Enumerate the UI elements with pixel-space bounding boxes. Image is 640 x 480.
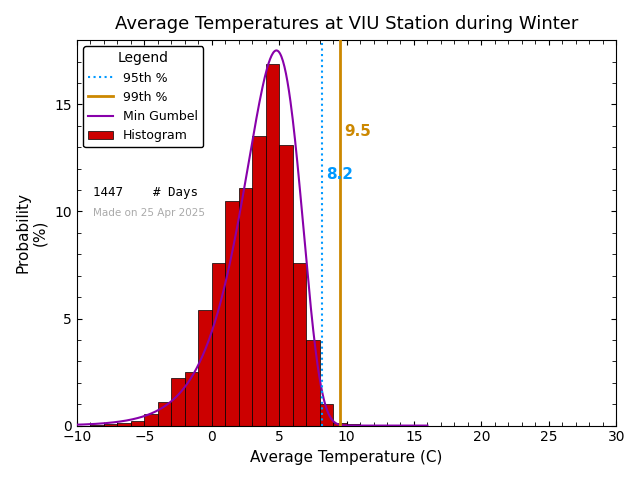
Bar (90, 425, 104, 426)
Y-axis label: Probability
(%): Probability (%) (15, 192, 47, 273)
Bar (117, 422, 131, 426)
Bar (266, 64, 279, 426)
Bar (306, 340, 319, 426)
Bar (279, 145, 292, 426)
Bar (212, 263, 225, 426)
Title: Average Temperatures at VIU Station during Winter: Average Temperatures at VIU Station duri… (115, 15, 578, 33)
Legend: 95th %, 99th %, Min Gumbel, Histogram: 95th %, 99th %, Min Gumbel, Histogram (83, 47, 203, 147)
Bar (319, 404, 333, 426)
Text: 1447    # Days: 1447 # Days (93, 186, 198, 199)
Bar (252, 136, 266, 426)
Bar (185, 372, 198, 426)
Bar (239, 188, 252, 426)
Bar (144, 414, 157, 426)
Bar (292, 263, 306, 426)
Text: 8.2: 8.2 (326, 168, 353, 182)
Bar (346, 424, 360, 426)
Bar (225, 201, 239, 426)
Bar (131, 421, 144, 426)
Bar (198, 311, 212, 426)
X-axis label: Average Temperature (C): Average Temperature (C) (250, 450, 443, 465)
Bar (157, 402, 172, 426)
Text: Made on 25 Apr 2025: Made on 25 Apr 2025 (93, 207, 205, 217)
Bar (333, 422, 346, 426)
Bar (172, 378, 185, 426)
Text: 9.5: 9.5 (344, 124, 371, 140)
Bar (104, 424, 117, 426)
